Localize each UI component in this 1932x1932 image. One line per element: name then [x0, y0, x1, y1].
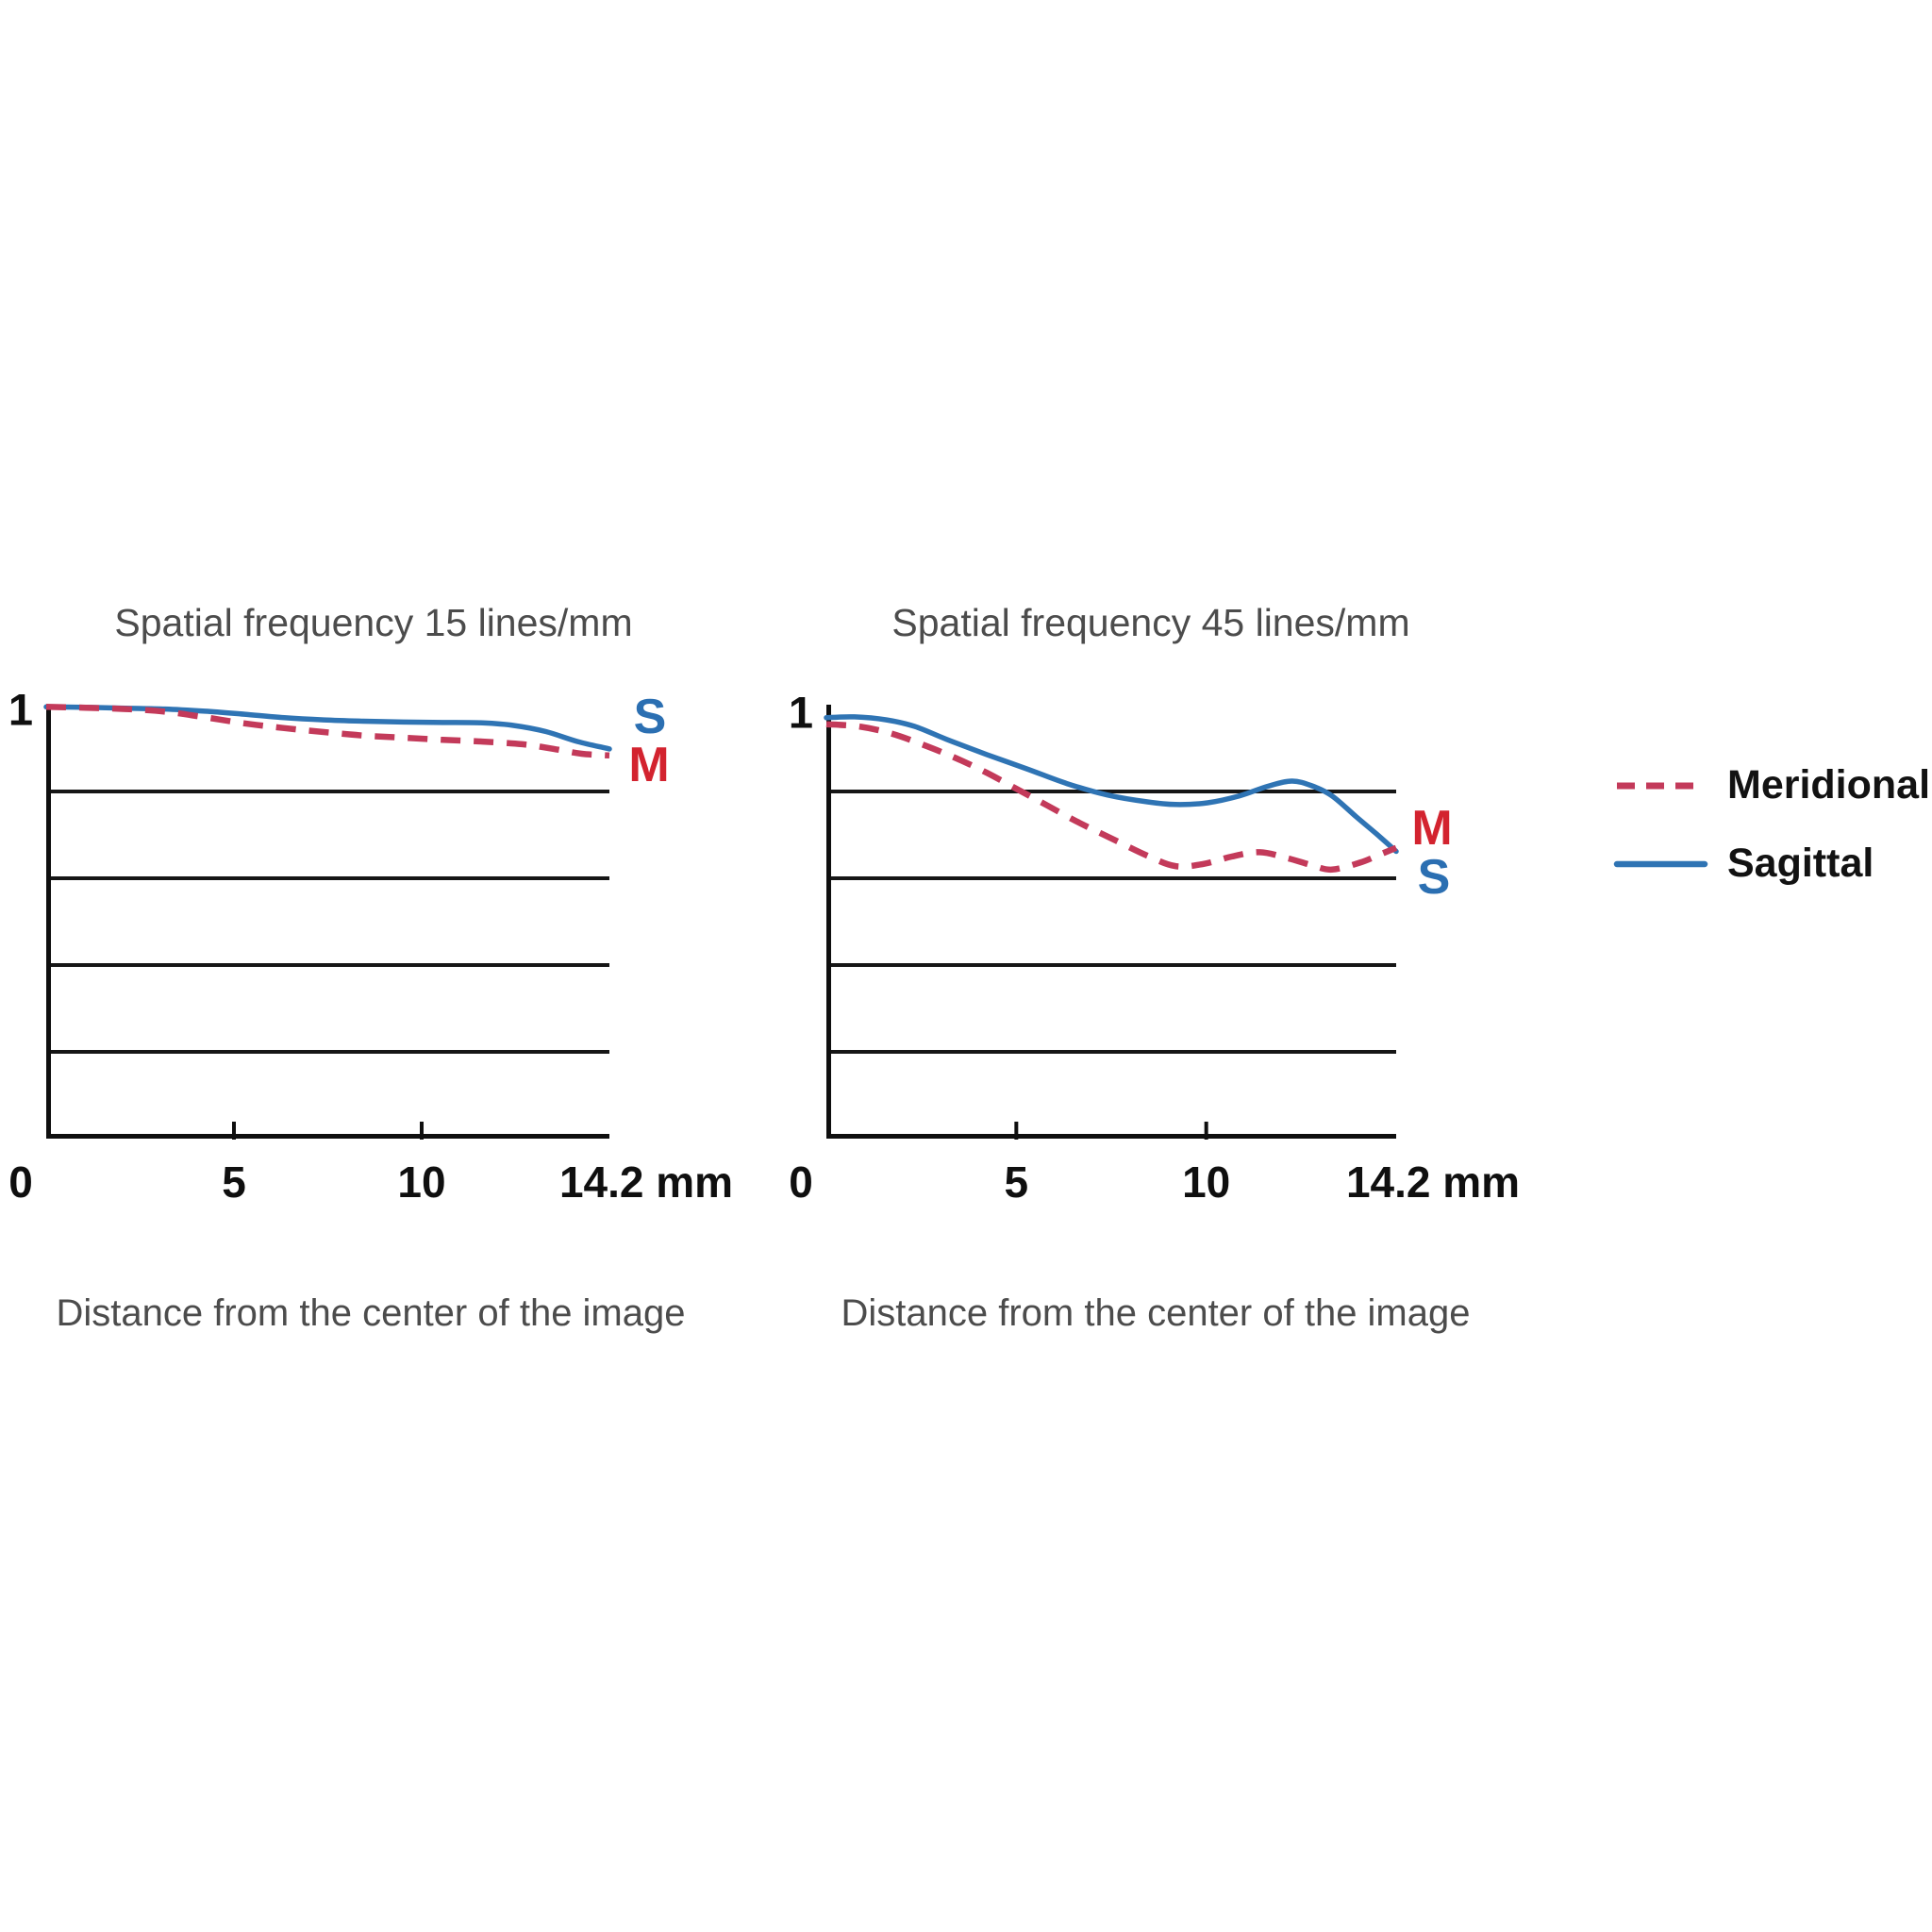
- sagittal-solid-line-swatch: [1613, 860, 1708, 867]
- legend-label-meridional: Meridional: [1727, 762, 1931, 808]
- y-axis-max-label: 1: [788, 687, 814, 738]
- curve-meridional: [45, 704, 610, 759]
- x-tick-label-10: 10: [1182, 1158, 1231, 1207]
- series-label-M: M: [1411, 801, 1453, 856]
- x-tick-label-14.2-mm: 14.2 mm: [1345, 1158, 1521, 1207]
- legend-label-sagittal: Sagittal: [1727, 841, 1874, 886]
- legend-item-sagittal: Sagittal: [1613, 841, 1930, 887]
- x-tick-label-10: 10: [397, 1158, 446, 1207]
- x-axis-title: Distance from the center of the image: [56, 1292, 686, 1334]
- chart-title: Spatial frequency 45 lines/mm: [891, 601, 1410, 644]
- x-tick-label-5: 5: [222, 1158, 246, 1207]
- series-label-M: M: [628, 738, 670, 792]
- curve-sagittal: [824, 714, 1399, 855]
- series-label-S: S: [633, 690, 667, 744]
- curve-meridional: [825, 721, 1398, 874]
- x-tick-label-5: 5: [1004, 1158, 1029, 1207]
- x-tick-label-0: 0: [8, 1158, 33, 1207]
- x-tick-label-14.2-mm: 14.2 mm: [558, 1158, 734, 1207]
- x-tick-label-0: 0: [789, 1158, 813, 1207]
- chart-title: Spatial frequency 15 lines/mm: [114, 601, 633, 644]
- legend: Meridional Sagittal: [1613, 762, 1930, 887]
- plot-area: [824, 705, 1399, 1140]
- x-axis-title: Distance from the center of the image: [841, 1292, 1471, 1334]
- series-label-S: S: [1417, 850, 1451, 905]
- meridional-dashed-line-swatch: [1617, 782, 1705, 789]
- plot-area: [43, 704, 612, 1140]
- y-axis-max-label: 1: [8, 684, 34, 735]
- legend-item-meridional: Meridional: [1615, 762, 1930, 808]
